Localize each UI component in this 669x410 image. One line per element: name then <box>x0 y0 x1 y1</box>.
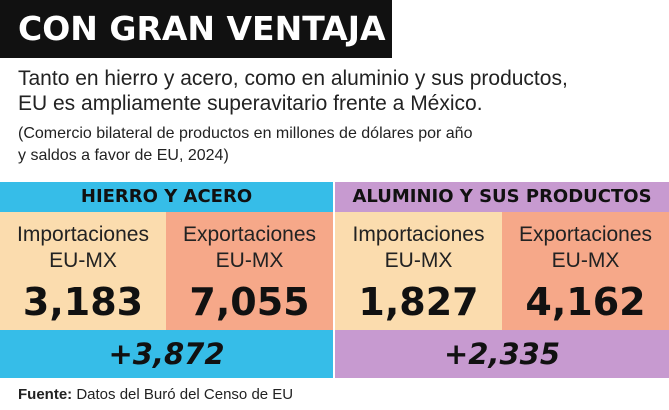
cell-aluminum-imports: Importaciones EU-MX 1,827 <box>335 212 502 330</box>
balance-aluminum: +2,335 <box>335 330 669 378</box>
value-iron-exports: 7,055 <box>189 280 310 324</box>
value-aluminum-imports: 1,827 <box>358 280 479 324</box>
cell-iron-exports: Exportaciones EU-MX 7,055 <box>166 212 333 330</box>
subtitle-line-2: EU es ampliamente superavitario frente a… <box>18 92 483 115</box>
group-header-iron-steel: HIERRO Y ACERO <box>0 182 333 212</box>
cell-label: Importaciones <box>352 223 485 246</box>
cell-aluminum-exports: Exportaciones EU-MX 4,162 <box>502 212 669 330</box>
cell-label: Exportaciones <box>182 223 317 246</box>
cell-label-sub: EU-MX <box>551 249 620 272</box>
group-header-aluminum: ALUMINIO Y SUS PRODUCTOS <box>335 182 669 212</box>
source-label: Fuente: <box>18 386 73 403</box>
cell-label-sub: EU-MX <box>49 249 117 272</box>
cell-label: Exportaciones <box>518 223 653 246</box>
source-text: Datos del Buró del Censo de EU <box>76 386 294 403</box>
note: (Comercio bilateral de productos en mill… <box>18 123 658 167</box>
balance-iron-steel: +3,872 <box>0 330 333 378</box>
note-line-1: (Comercio bilateral de productos en mill… <box>18 125 473 142</box>
value-aluminum-exports: 4,162 <box>525 280 646 324</box>
page-title: CON GRAN VENTAJA <box>18 9 386 48</box>
value-iron-imports: 3,183 <box>22 280 144 324</box>
cell-label: Importaciones <box>17 223 149 246</box>
cell-iron-imports: Importaciones EU-MX 3,183 <box>0 212 166 330</box>
source-line: Fuente: Datos del Buró del Censo de EU <box>18 385 293 405</box>
note-line-2: y saldos a favor de EU, 2024) <box>18 147 229 164</box>
title-bar <box>0 0 392 58</box>
subtitle-line-1: Tanto en hierro y acero, como en alumini… <box>18 67 568 90</box>
subtitle: Tanto en hierro y acero, como en alumini… <box>18 66 658 116</box>
cell-label-sub: EU-MX <box>215 249 284 272</box>
cell-label-sub: EU-MX <box>384 249 453 272</box>
